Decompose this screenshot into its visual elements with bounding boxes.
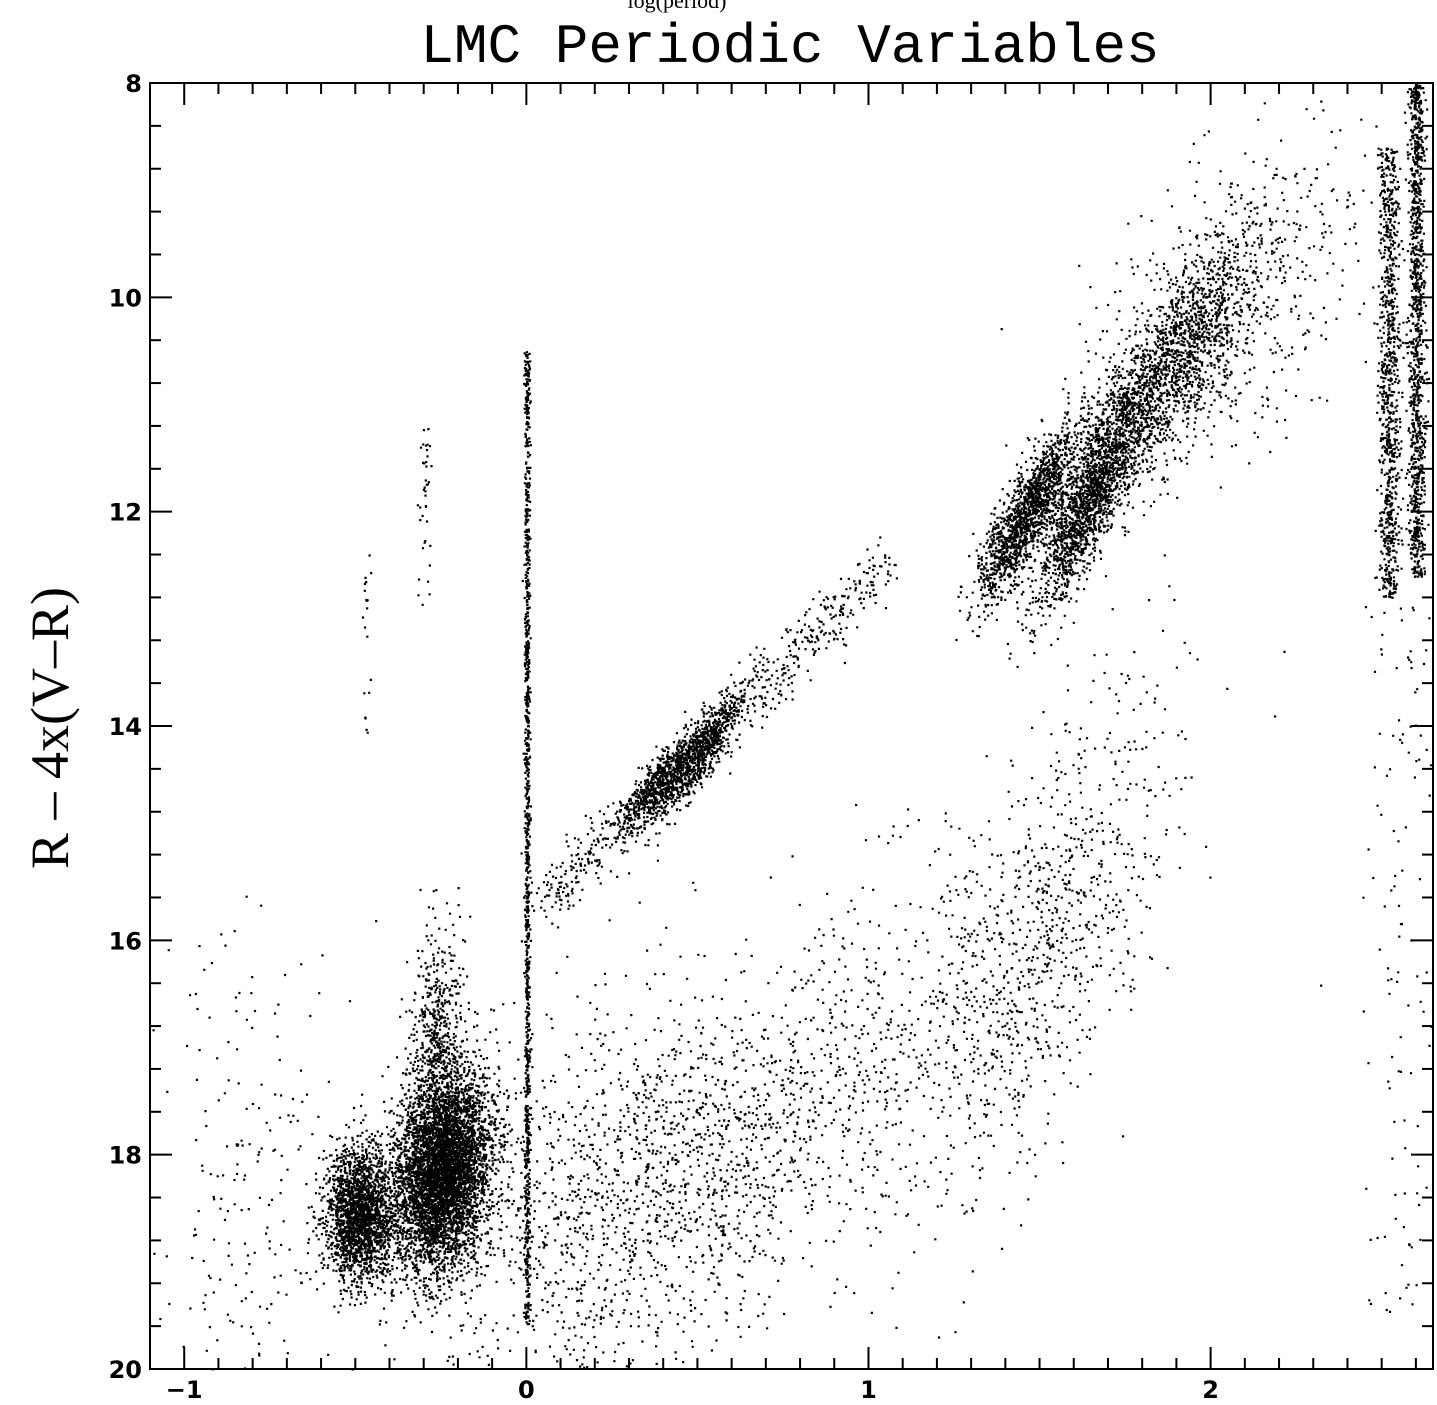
y-tick-label: 12 (109, 499, 142, 527)
y-tick-label: 14 (109, 713, 142, 741)
y-tick-label: 8 (125, 70, 142, 98)
axis-ticks (149, 82, 1433, 1370)
x-tick-label: 2 (1202, 1376, 1219, 1404)
y-axis-label: R – 4x(V–R) (20, 587, 80, 869)
y-tick-label: 10 (109, 284, 142, 312)
y-tick-label: 18 (109, 1142, 142, 1170)
y-tick-label: 16 (109, 927, 142, 955)
scatter-points (152, 83, 1433, 1371)
x-tick-label: 0 (518, 1376, 535, 1404)
y-tick-label: 20 (109, 1356, 142, 1384)
chart-title: LMC Periodic Variables (420, 15, 1159, 79)
x-tick-label: −1 (166, 1376, 203, 1404)
x-axis-label: log(period) (628, 0, 727, 13)
data-points (152, 83, 1433, 1371)
x-tick-label: 1 (860, 1376, 877, 1404)
